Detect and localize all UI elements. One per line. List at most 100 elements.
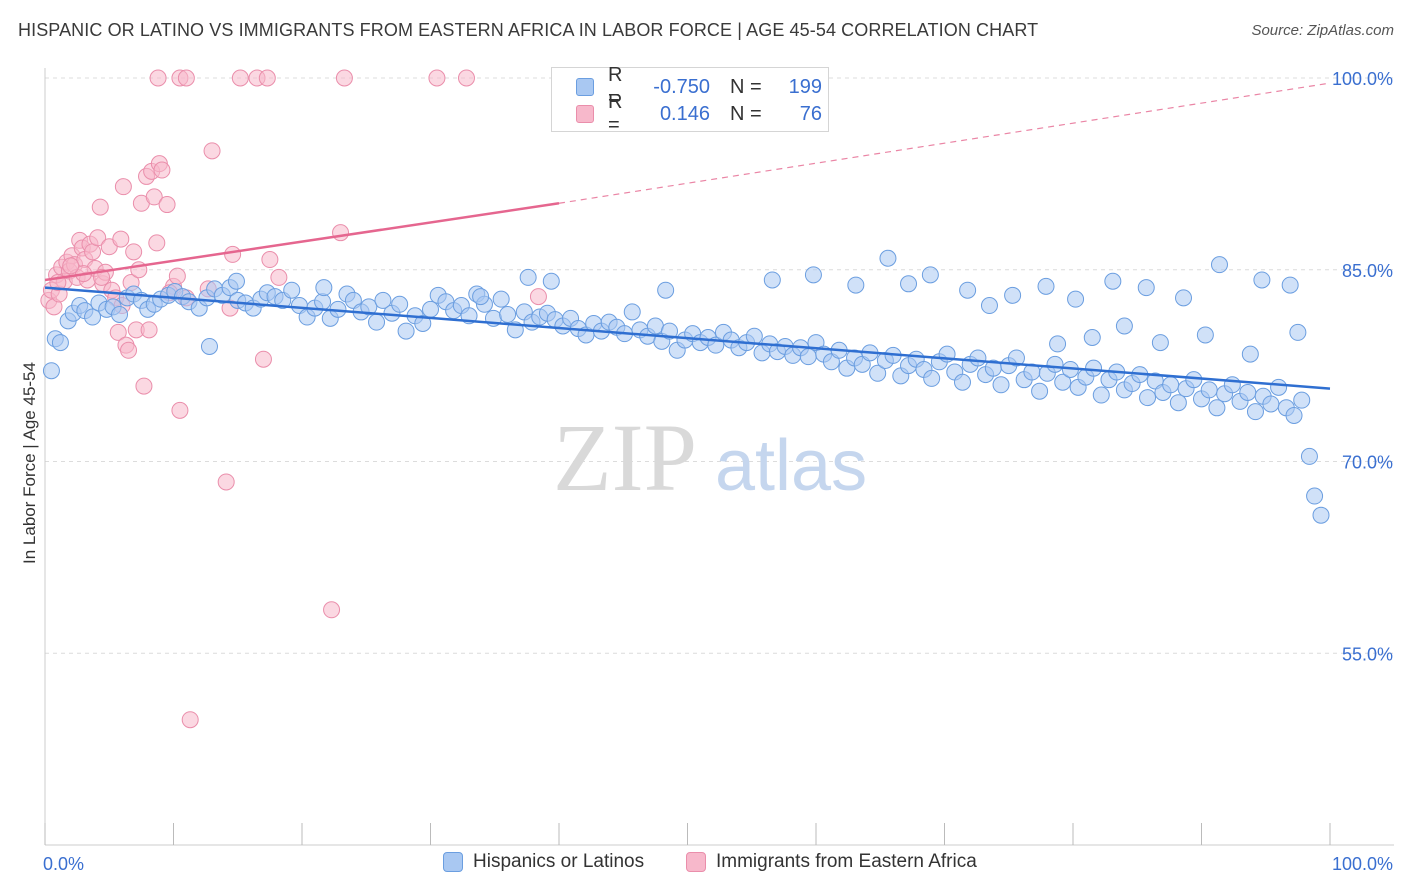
data-point-eastern-africa (114, 178, 132, 196)
trend-line-eastern-africa (44, 202, 560, 282)
data-point-hispanic (1293, 391, 1311, 409)
data-point-eastern-africa (109, 323, 127, 341)
data-point-hispanic (646, 317, 664, 335)
data-point-hispanic (969, 349, 987, 367)
data-point-hispanic (1037, 277, 1055, 295)
grid-lines (45, 77, 1394, 654)
data-point-hispanic (1175, 289, 1193, 307)
y-tick-label: 70.0% (1342, 453, 1393, 473)
data-point-hispanic (657, 281, 675, 299)
legend-item-hispanics[interactable]: Hispanics or Latinos (443, 851, 644, 873)
legend-row-hispanic: R = -0.750 N = 199 (576, 64, 822, 109)
data-point-hispanic (1137, 279, 1155, 297)
data-point-hispanic (980, 297, 998, 315)
data-point-hispanic (1253, 271, 1271, 289)
data-point-hispanic (1185, 371, 1203, 389)
data-point-hispanic (1289, 323, 1307, 341)
data-point-hispanic (1239, 383, 1257, 401)
data-point-hispanic (1139, 389, 1157, 407)
data-point-hispanic (368, 313, 386, 331)
data-point-hispanic (1054, 373, 1072, 391)
data-point-hispanic (847, 276, 865, 294)
data-point-eastern-africa (145, 188, 163, 206)
data-point-eastern-africa (217, 473, 235, 491)
data-point-eastern-africa (112, 230, 130, 248)
data-point-hispanic (200, 337, 218, 355)
legend-label: Hispanics or Latinos (473, 851, 645, 872)
data-point-hispanic (360, 298, 378, 316)
data-point-hispanic (542, 272, 560, 290)
data-point-eastern-africa (62, 257, 80, 275)
x-tick-label: 100.0% (1332, 854, 1393, 874)
data-point-hispanic (804, 266, 822, 284)
data-point-eastern-africa (89, 229, 107, 247)
data-point-hispanic (1306, 487, 1324, 505)
legend-r-value: -0.750 (653, 75, 710, 98)
data-point-eastern-africa (158, 196, 176, 214)
data-point-eastern-africa (254, 350, 272, 368)
data-point-eastern-africa (148, 234, 166, 252)
data-point-hispanic (1151, 334, 1169, 352)
legend-swatch-blue (443, 852, 463, 872)
data-point-eastern-africa (332, 224, 350, 242)
legend-r-label: R = (608, 91, 623, 136)
x-tick-label: 0.0% (43, 854, 84, 874)
data-point-eastern-africa (181, 711, 199, 729)
data-point-hispanic (1241, 345, 1259, 363)
data-point-hispanic (1162, 376, 1180, 394)
data-point-eastern-africa (171, 401, 189, 419)
legend-n-value: 199 (788, 75, 822, 98)
data-point-hispanic (1312, 506, 1330, 524)
data-point-hispanic (1007, 349, 1025, 367)
data-point-eastern-africa (135, 377, 153, 395)
data-point-eastern-africa (258, 69, 276, 87)
correlation-legend: R = -0.750 N = 199 R = 0.146 N = 76 (551, 64, 829, 136)
data-point-hispanic (1196, 326, 1214, 344)
y-tick-label: 85.0% (1342, 261, 1393, 281)
data-point-hispanic (1092, 386, 1110, 404)
axes (44, 68, 1394, 846)
data-point-hispanic (227, 272, 245, 290)
data-point-eastern-africa (153, 161, 171, 179)
data-point-hispanic (492, 290, 510, 308)
data-point-hispanic (1281, 276, 1299, 294)
data-point-hispanic (1049, 335, 1067, 353)
data-point-hispanic (953, 373, 971, 391)
data-point-eastern-africa (168, 267, 186, 285)
legend-item-eastern-africa[interactable]: Immigrants from Eastern Africa (686, 851, 977, 873)
data-point-hispanic (315, 279, 333, 297)
trend-lines (44, 82, 1331, 390)
data-point-hispanic (1169, 394, 1187, 412)
watermark-atlas: atlas (715, 426, 867, 506)
data-point-hispanic (397, 322, 415, 340)
legend-r-label: R = (608, 64, 623, 109)
data-point-eastern-africa (203, 142, 221, 160)
data-point-hispanic (623, 303, 641, 321)
legend-n-label: N = (730, 102, 762, 125)
data-point-hispanic (1083, 329, 1101, 347)
data-point-hispanic (1004, 286, 1022, 304)
source-credit: Source: ZipAtlas.com (1251, 22, 1394, 39)
data-point-hispanic (992, 376, 1010, 394)
data-point-eastern-africa (224, 245, 242, 263)
data-point-eastern-africa (120, 341, 138, 359)
y-tick-label: 100.0% (1332, 69, 1393, 89)
data-point-hispanic (1031, 382, 1049, 400)
data-point-hispanic (374, 291, 392, 309)
data-point-hispanic (499, 305, 517, 323)
data-point-hispanic (84, 308, 102, 326)
legend-n-label: N = (730, 75, 762, 98)
data-point-hispanic (283, 281, 301, 299)
legend-n-value: 76 (799, 102, 822, 125)
data-point-hispanic (51, 334, 69, 352)
watermark: ZIP atlas (553, 404, 867, 511)
data-point-hispanic (763, 271, 781, 289)
data-point-hispanic (661, 322, 679, 340)
data-point-eastern-africa (149, 69, 167, 87)
data-point-eastern-africa (323, 601, 341, 619)
series-legend: Hispanics or Latinos Immigrants from Eas… (0, 851, 1406, 879)
data-point-hispanic (1210, 256, 1228, 274)
trend-line-hispanic (44, 286, 1331, 390)
data-point-hispanic (519, 268, 537, 286)
